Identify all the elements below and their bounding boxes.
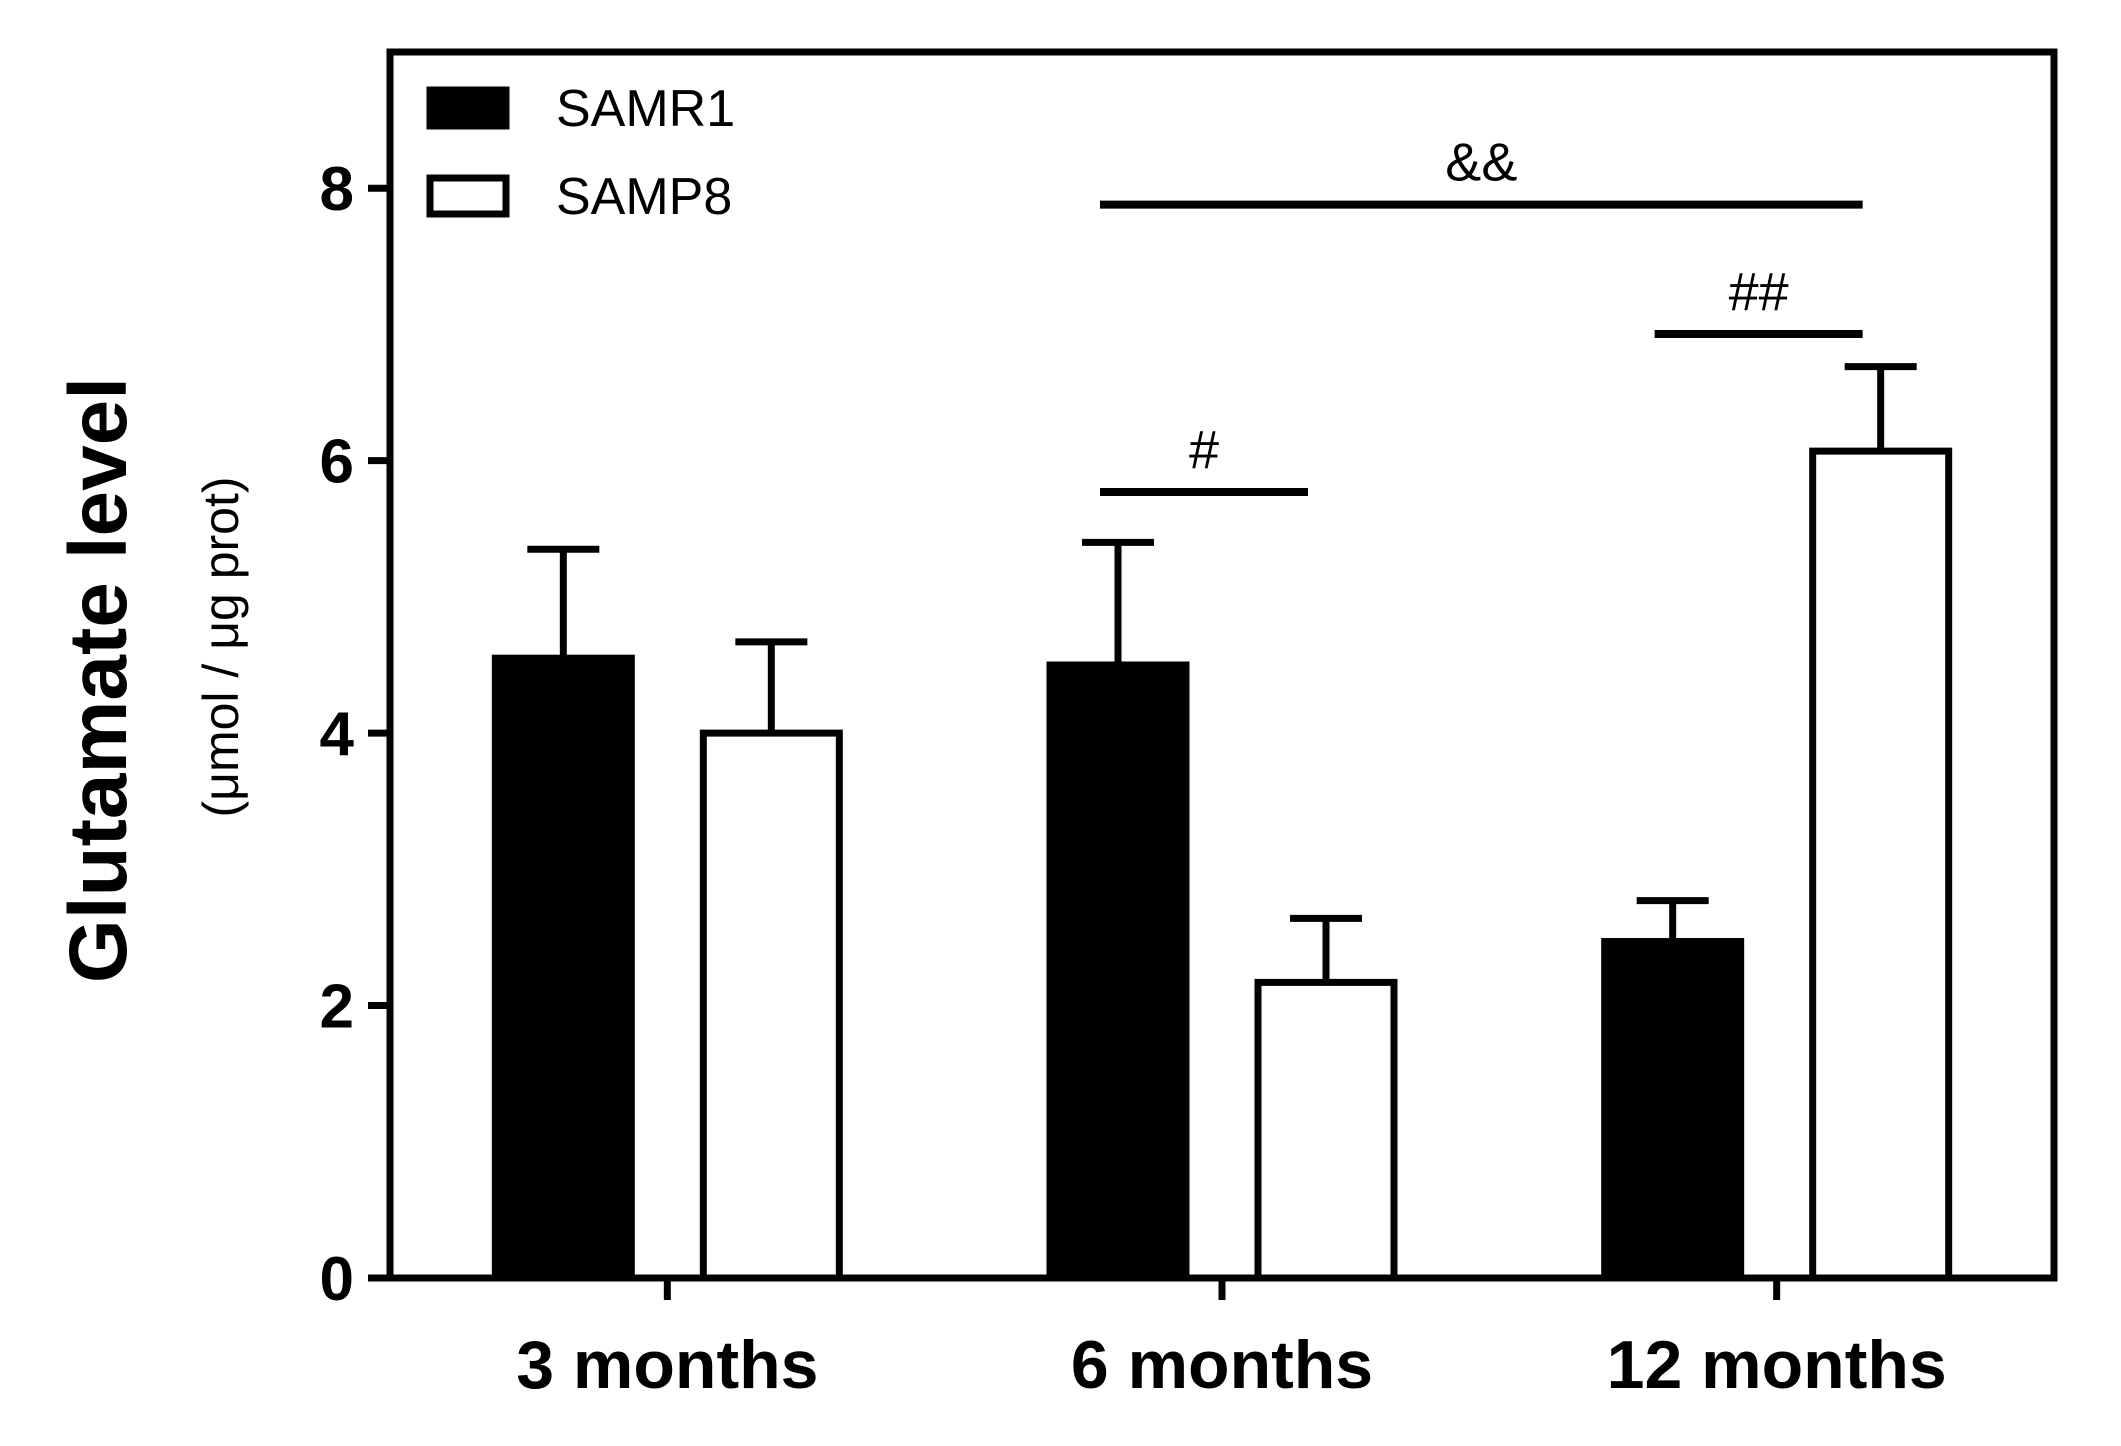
significance-label-3: && (1445, 133, 1517, 193)
y-tick-label-8: 8 (320, 155, 354, 224)
plot-frame (386, 48, 2058, 1282)
error-bars-layer (527, 363, 1917, 983)
y-axis-title: Glutamate level (μmol / μg prot) (53, 377, 249, 983)
x-tick-label-2: 6 months (1071, 1327, 1373, 1403)
bar-samr1-2 (1046, 661, 1190, 1282)
x-tick-label-1: 3 months (516, 1327, 818, 1403)
axes-layer: 0 2 4 6 8 3 months 6 months 12 months (320, 48, 2058, 1403)
bars-layer (491, 447, 1953, 1282)
bar-samr1-1 (491, 654, 635, 1282)
significance-layer: ###&& (1100, 133, 1863, 496)
bar-samp8-1 (699, 729, 843, 1282)
y-tick-label-0: 0 (320, 1245, 354, 1314)
significance-label-2: ## (1729, 262, 1789, 322)
significance-label-1: # (1189, 420, 1219, 480)
legend-swatch-samr1 (426, 86, 510, 130)
legend-swatch-samp8 (426, 174, 510, 218)
y-tick-label-2: 2 (320, 973, 354, 1042)
legend: SAMR1 SAMP8 (426, 80, 735, 226)
legend-label-samr1: SAMR1 (556, 80, 735, 138)
y-tick-label-6: 6 (320, 428, 354, 497)
bar-samr1-3 (1601, 938, 1745, 1282)
bar-samp8-2 (1254, 978, 1398, 1282)
y-tick-label-4: 4 (320, 700, 355, 769)
legend-label-samp8: SAMP8 (556, 168, 732, 226)
y-axis-unit-label: (μmol / μg prot) (193, 476, 249, 817)
bar-samp8-3 (1809, 447, 1953, 1282)
x-tick-label-3: 12 months (1607, 1327, 1947, 1403)
y-axis-label: Glutamate level (53, 377, 144, 983)
